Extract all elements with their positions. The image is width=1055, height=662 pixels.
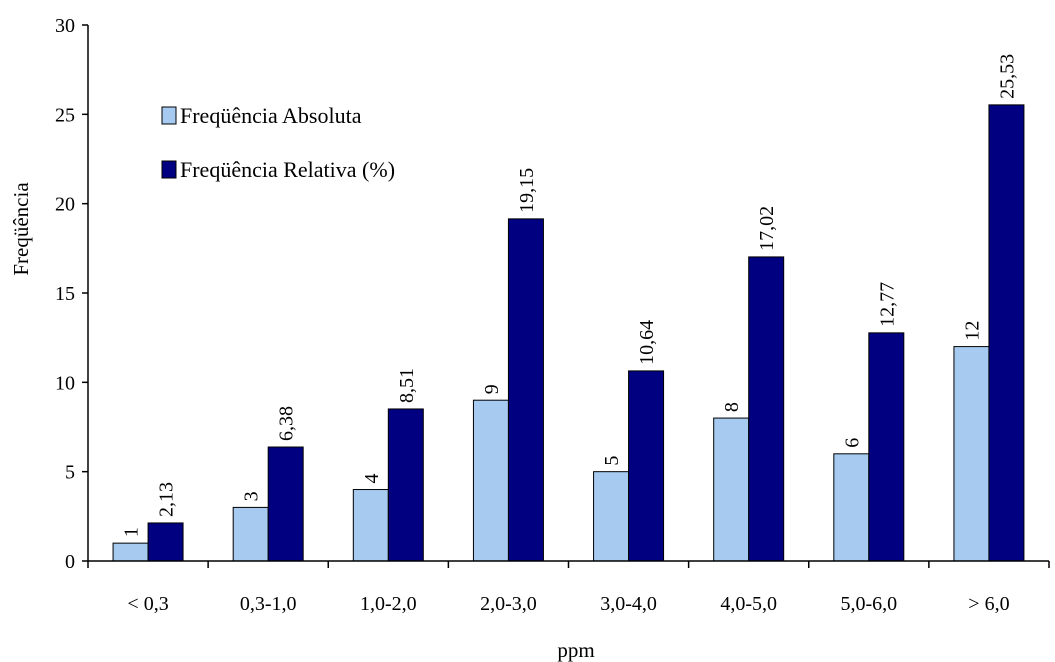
bar-absoluta [953, 346, 990, 562]
bar-relativa [507, 218, 544, 562]
bar-absoluta [472, 399, 509, 562]
legend-swatch [161, 106, 177, 125]
x-tick-label: 5,0-6,0 [840, 593, 897, 615]
data-label: 3 [241, 491, 263, 501]
data-label: 6,38 [276, 406, 298, 441]
data-label: 19,15 [516, 168, 538, 213]
legend-label: Freqüência Absoluta [180, 103, 362, 128]
data-label: 6 [841, 438, 863, 448]
data-label: 12,77 [876, 282, 898, 327]
bar-absoluta [352, 489, 389, 562]
bars [112, 104, 1025, 562]
data-label: 12 [961, 321, 983, 341]
data-label: 8 [721, 402, 743, 412]
x-tick-label: 0,3-1,0 [240, 593, 297, 615]
legend-label: Freqüência Relativa (%) [180, 157, 395, 182]
x-axis-title: ppm [557, 638, 594, 662]
y-tick-label: 5 [65, 462, 75, 484]
data-label: 8,51 [396, 368, 418, 403]
bar-relativa [988, 104, 1025, 562]
data-label: 9 [481, 384, 503, 394]
x-tick-label: > 6,0 [968, 593, 1009, 615]
data-label: 4 [361, 474, 383, 484]
data-label: 1 [121, 527, 143, 537]
bar-absoluta [713, 417, 750, 562]
y-tick-label: 25 [55, 104, 75, 126]
data-labels: 1 3 4 9 5 8 6 12 2,13 6,38 8,51 19,15 10,64 17,02 12,7… [121, 54, 1019, 537]
x-tick-label: 4,0-5,0 [720, 593, 777, 615]
bar-relativa [387, 408, 424, 562]
bar-absoluta [112, 542, 149, 562]
data-label: 5 [601, 456, 623, 466]
bar-relativa [748, 256, 785, 562]
y-tick-label: 30 [55, 15, 75, 37]
data-label: 17,02 [756, 206, 778, 251]
y-tick-label: 20 [55, 194, 75, 216]
x-tick-label: 2,0-3,0 [480, 593, 537, 615]
y-tick-label: 0 [65, 551, 75, 573]
y-tick-label: 10 [55, 372, 75, 394]
bar-relativa [868, 332, 905, 562]
data-label: 25,53 [996, 54, 1018, 99]
bar-absoluta [593, 471, 630, 562]
bar-relativa [628, 370, 665, 562]
data-label: 2,13 [156, 482, 178, 517]
y-tick-label: 15 [55, 283, 75, 305]
bar-absoluta [232, 506, 269, 562]
bar-relativa [267, 446, 304, 562]
x-tick-label: 1,0-2,0 [360, 593, 417, 615]
bar-relativa [147, 522, 184, 562]
data-label: 10,64 [636, 320, 658, 365]
legend-swatch [161, 160, 177, 179]
x-tick-label: < 0,3 [127, 593, 168, 615]
y-axis-title: Freqüência [9, 182, 33, 276]
bar-absoluta [833, 453, 870, 562]
legend: Freqüência Absoluta Freqüência Relativa (… [161, 103, 395, 182]
x-tick-label: 3,0-4,0 [600, 593, 657, 615]
